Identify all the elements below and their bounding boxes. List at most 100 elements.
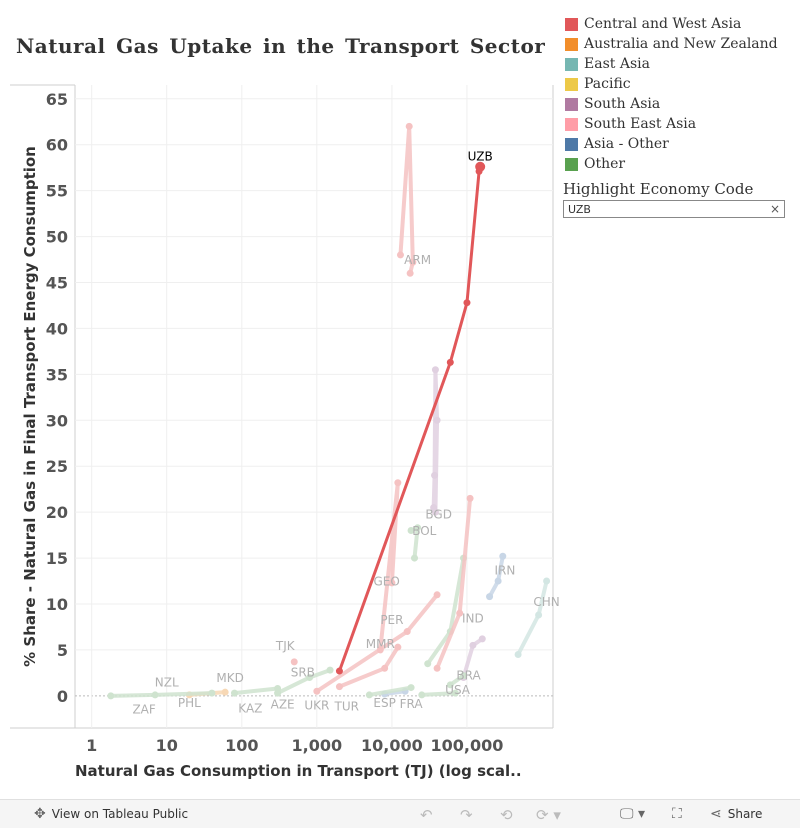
view-on-tableau-label: View on Tableau Public [51, 807, 189, 821]
clear-icon[interactable]: × [769, 202, 780, 216]
share-button[interactable]: ⋖ Share [710, 806, 762, 822]
legend-item[interactable]: Other [565, 154, 778, 174]
data-point-irn [499, 552, 507, 560]
legend-item[interactable]: Australia and New Zealand [565, 34, 778, 54]
data-point-srb [326, 666, 334, 674]
x-tick-label: 100,000 [431, 736, 504, 755]
data-point-nzl [221, 688, 229, 696]
data-point-irn [494, 577, 502, 585]
undo-icon[interactable]: ↶ [420, 806, 433, 824]
legend-label: Other [584, 156, 626, 172]
point-label-tjk: TJK [275, 639, 296, 653]
point-label-ukr: UKR [304, 699, 329, 713]
point-label-tur: TUR [333, 700, 358, 714]
y-tick-label: 55 [46, 182, 68, 201]
x-tick-label: 10,000 [361, 736, 423, 755]
legend-label: Asia - Other [584, 136, 669, 152]
data-point-chn [543, 577, 551, 585]
data-point-bgd [431, 508, 439, 516]
data-point-chn [535, 611, 543, 619]
point-label-ind: IND [462, 611, 484, 625]
data-point-per2 [433, 664, 441, 672]
point-label-nzl: NZL [155, 676, 179, 690]
point-label-arm: ARM [404, 253, 431, 267]
point-label-esp: ESP [373, 696, 395, 710]
download-icon[interactable]: 🖵 ▾ [620, 806, 645, 822]
point-label-usa: USA [445, 683, 471, 697]
highlight-data-point [335, 667, 343, 675]
data-point-bgd [431, 366, 439, 374]
legend-item[interactable]: East Asia [565, 54, 778, 74]
highlight-data-point [446, 358, 454, 366]
x-axis-title: Natural Gas Consumption in Transport (TJ… [75, 762, 522, 780]
legend-item[interactable]: South Asia [565, 94, 778, 114]
data-point-arm [405, 122, 413, 130]
series-line-chn [516, 579, 549, 657]
refresh-icon[interactable]: ⟳ ▾ [536, 806, 561, 824]
revert-icon[interactable]: ⟲ [500, 806, 513, 824]
redo-icon[interactable]: ↷ [460, 806, 473, 824]
data-point-per2 [466, 494, 474, 502]
y-tick-label: 10 [46, 595, 68, 614]
y-tick-label: 15 [46, 549, 68, 568]
data-point-bol [411, 554, 419, 562]
series-line-bgd [431, 367, 440, 515]
y-tick-label: 5 [57, 641, 68, 660]
scatter-line-chart[interactable]: 0 5 10 15 20 25 30 35 40 45 50 55 60 65 1 10 100 1,000 10,… [0, 80, 560, 795]
y-tick-label: 50 [46, 228, 68, 247]
data-point-bol [407, 527, 415, 535]
data-point-zaf [151, 691, 159, 699]
y-tick-label: 45 [46, 273, 68, 292]
legend-swatch [565, 157, 578, 171]
view-on-tableau-link[interactable]: ✥ View on Tableau Public [34, 806, 188, 822]
data-point-srb [306, 673, 314, 681]
legend-item[interactable]: Asia - Other [565, 134, 778, 154]
series-line-esp [367, 685, 414, 697]
legend-swatch [565, 57, 578, 71]
y-tick-label: 30 [46, 411, 68, 430]
legend-swatch [565, 117, 578, 131]
legend-item[interactable]: Pacific [565, 74, 778, 94]
data-point-esp [365, 691, 373, 699]
point-label-mkd: MKD [216, 671, 243, 685]
data-point-esp [407, 684, 415, 692]
data-point-arm [409, 258, 417, 266]
legend-item[interactable]: Central and West Asia [565, 14, 778, 34]
y-axis-title: % Share - Natural Gas in Final Transport… [21, 146, 39, 667]
tableau-icon: ✥ [34, 806, 46, 822]
data-point-arm [406, 269, 414, 277]
legend-label: East Asia [584, 56, 650, 72]
x-tick-label: 10 [156, 736, 178, 755]
y-tick-label: 40 [46, 319, 68, 338]
data-point-chn [514, 651, 522, 659]
data-point-arm [396, 251, 404, 259]
series-line-arm [398, 124, 415, 276]
legend-label: South East Asia [584, 116, 697, 132]
fullscreen-icon[interactable]: ⛶ [672, 806, 682, 822]
data-point-geo2 [433, 591, 441, 599]
data-point-per2 [456, 609, 464, 617]
x-tick-label: 100 [225, 736, 258, 755]
data-point-bra [460, 672, 468, 680]
legend-item[interactable]: South East Asia [565, 114, 778, 134]
point-label-uzb: UZB [468, 149, 493, 163]
legend-swatch [565, 77, 578, 91]
data-point-per [424, 660, 432, 668]
y-tick-label: 65 [46, 90, 68, 109]
data-point-ind [469, 641, 477, 649]
data-point-bgd [433, 416, 441, 424]
highlight-value: UZB [568, 203, 591, 216]
data-point-usa [418, 691, 426, 699]
point-label-bgd: BGD [425, 508, 452, 522]
legend-swatch [565, 37, 578, 51]
x-tick-label: 1 [86, 736, 97, 755]
data-point-bol [414, 524, 422, 532]
data-point-mmr [335, 683, 343, 691]
x-tick-label: 1,000 [292, 736, 343, 755]
y-tick-label: 25 [46, 457, 68, 476]
highlight-economy-input[interactable]: UZB × [563, 200, 785, 218]
legend-label: Central and West Asia [584, 16, 742, 32]
data-point-bra [446, 681, 454, 689]
point-label-mmr: MMR [366, 637, 395, 651]
data-point-mmr [394, 643, 402, 651]
